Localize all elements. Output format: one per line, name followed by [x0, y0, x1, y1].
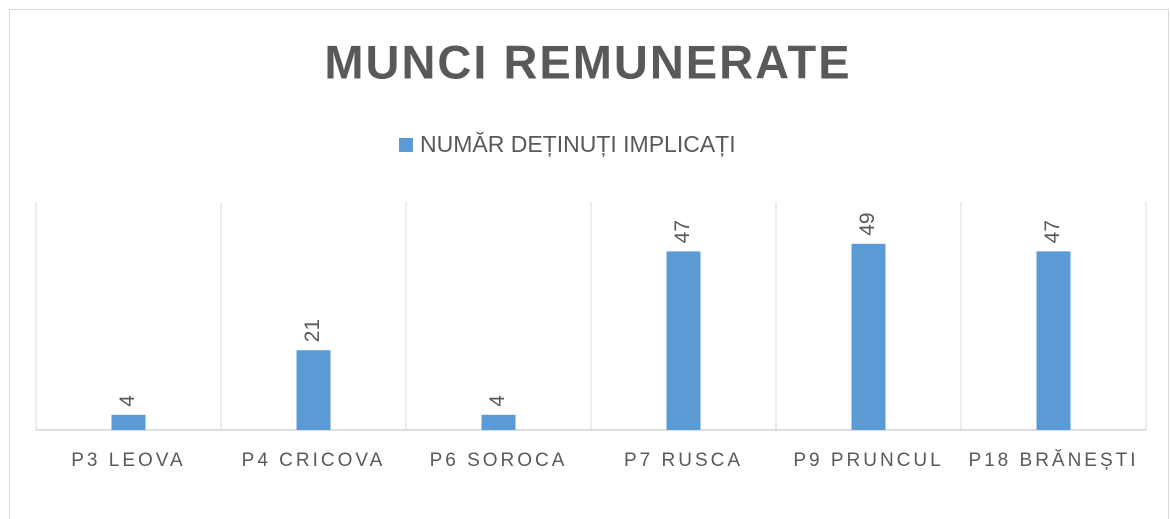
x-tick-label: P9 PRUNCUL — [793, 450, 944, 471]
x-tick-label: P4 CRICOVA — [241, 450, 386, 471]
bar — [111, 414, 146, 430]
data-label: 47 — [671, 220, 694, 243]
legend-label: NUMĂR DEȚINUȚI IMPLICAȚI — [420, 131, 736, 157]
bar — [296, 350, 331, 430]
x-tick-label: P3 LEOVA — [71, 450, 186, 471]
data-label: 21 — [301, 319, 324, 342]
legend-swatch — [399, 138, 413, 152]
bar — [481, 414, 516, 430]
bar — [666, 251, 701, 430]
data-label: 49 — [856, 212, 879, 235]
data-label: 4 — [486, 395, 509, 407]
x-tick-label: P18 BRĂNEȘTI — [968, 450, 1139, 471]
data-label: 4 — [116, 395, 139, 407]
x-tick-label: P6 SOROCA — [429, 450, 568, 471]
bar — [851, 243, 886, 430]
bar — [1036, 251, 1071, 430]
chart-title: MUNCI REMUNERATE — [324, 35, 851, 88]
chart-border — [9, 9, 1169, 519]
data-label: 47 — [1041, 220, 1064, 243]
x-tick-label: P7 RUSCA — [623, 450, 744, 471]
